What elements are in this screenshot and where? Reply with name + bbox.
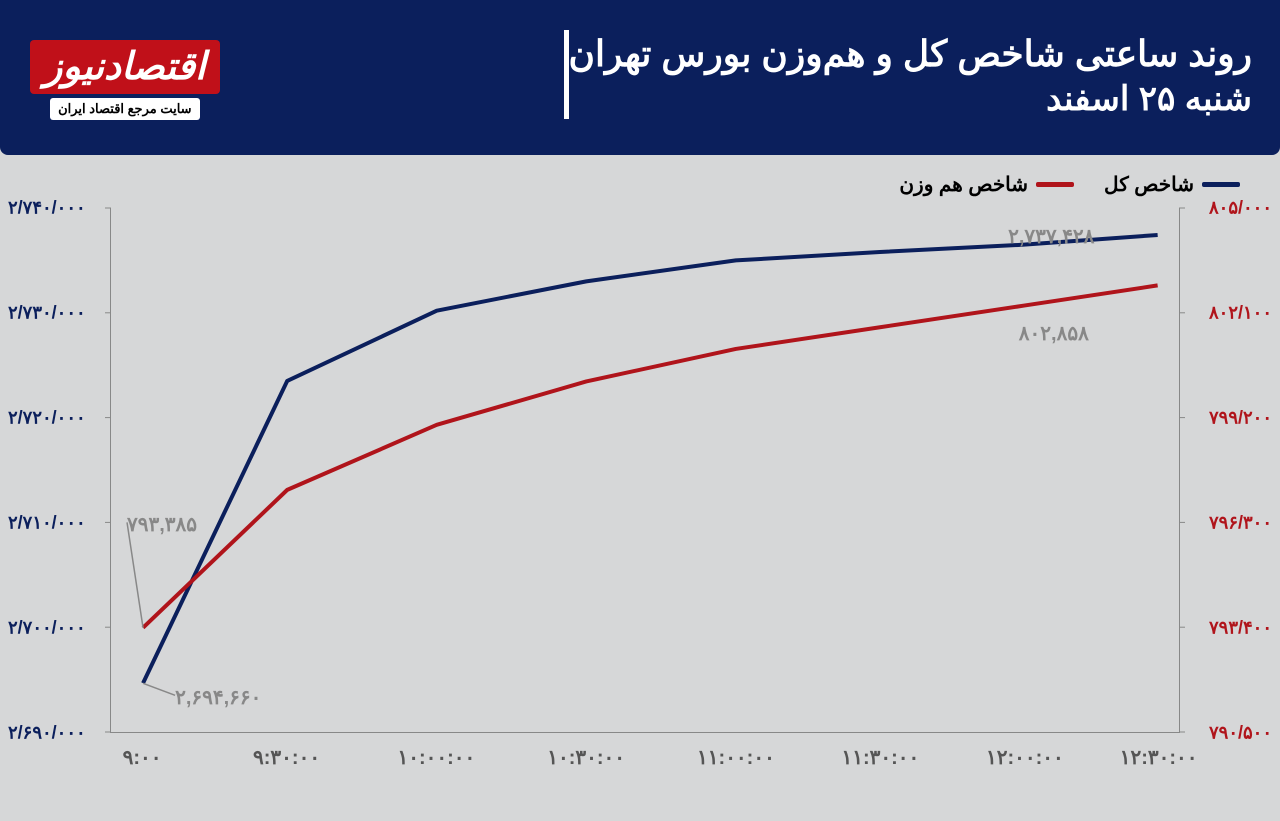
x-tick: ۱۲:۳۰:۰۰ [1120, 745, 1198, 770]
x-tick: ۱۰:۰۰:۰۰ [397, 745, 475, 770]
legend-swatch [1036, 182, 1074, 187]
legend-item-equal: شاخص هم وزن [899, 172, 1074, 197]
y-left-tick: ۲/۷۳۰/۰۰۰ [8, 303, 103, 324]
y-right-tick: ۸۰۲/۱۰۰ [1187, 303, 1272, 324]
y-right-tick: ۸۰۵/۰۰۰ [1187, 198, 1272, 219]
y-left-tick: ۲/۷۴۰/۰۰۰ [8, 198, 103, 219]
y-left-tick: ۲/۷۱۰/۰۰۰ [8, 513, 103, 534]
chart-title-line1: روند ساعتی شاخص کل و هم‌وزن بورس تهران [569, 30, 1252, 79]
series-total_index [143, 235, 1158, 683]
title-accent-bar [564, 30, 569, 119]
header-banner: روند ساعتی شاخص کل و هم‌وزن بورس تهران ش… [0, 0, 1280, 155]
legend-item-total: شاخص کل [1104, 172, 1240, 197]
y-left-tick: ۲/۶۹۰/۰۰۰ [8, 723, 103, 744]
logo-sub: سایت مرجع اقتصاد ایران [50, 98, 200, 120]
x-tick: ۱۲:۰۰:۰۰ [986, 745, 1064, 770]
data-annotation: ۲,۶۹۴,۶۶۰ [175, 685, 261, 710]
data-annotation: ۸۰۲,۸۵۸ [1019, 321, 1089, 346]
data-annotation: ۲,۷۳۷,۴۲۸ [1008, 224, 1094, 249]
x-tick: ۱۰:۳۰:۰۰ [547, 745, 625, 770]
x-tick: ۱۱:۳۰:۰۰ [842, 745, 920, 770]
legend-swatch [1202, 182, 1240, 187]
plot-region: ۲,۶۹۴,۶۶۰ ۷۹۳,۳۸۵ ۲,۷۳۷,۴۲۸ ۸۰۲,۸۵۸ [110, 208, 1180, 733]
chart-lines [111, 208, 1179, 732]
title-block: روند ساعتی شاخص کل و هم‌وزن بورس تهران ش… [546, 30, 1252, 119]
x-tick: ۹:۰۰ [123, 745, 162, 770]
y-right-tick: ۷۹۶/۳۰۰ [1187, 513, 1272, 534]
legend-label: شاخص هم وزن [899, 172, 1028, 197]
source-logo: اقتصادنیوز سایت مرجع اقتصاد ایران [30, 40, 220, 120]
series-equal_weight_index [143, 285, 1158, 627]
x-tick: ۹:۳۰:۰۰ [253, 745, 320, 770]
y-right-tick: ۷۹۹/۲۰۰ [1187, 408, 1272, 429]
x-axis: ۹:۰۰ ۹:۳۰:۰۰ ۱۰:۰۰:۰۰ ۱۰:۳۰:۰۰ ۱۱:۰۰:۰۰ ۱۱:۳۰… [110, 745, 1180, 785]
y-left-tick: ۲/۷۲۰/۰۰۰ [8, 408, 103, 429]
chart-area: ۲/۶۹۰/۰۰۰ ۲/۷۰۰/۰۰۰ ۲/۷۱۰/۰۰۰ ۲/۷۲۰/۰۰۰ ۲/۷۳… [0, 200, 1280, 821]
chart-title-line2: شنبه ۲۵ اسفند [569, 79, 1252, 119]
legend-label: شاخص کل [1104, 172, 1194, 197]
y-axis-right: ۷۹۰/۵۰۰۷۹۳/۴۰۰۷۹۶/۳۰۰۷۹۹/۲۰۰۸۰۲/۱۰۰۸۰۵/۰… [1187, 200, 1272, 740]
y-axis-left: ۲/۶۹۰/۰۰۰۲/۷۰۰/۰۰۰۲/۷۱۰/۰۰۰۲/۷۲۰/۰۰۰۲/۷۳… [8, 200, 103, 740]
y-right-tick: ۷۹۳/۴۰۰ [1187, 618, 1272, 639]
data-annotation: ۷۹۳,۳۸۵ [127, 512, 197, 537]
logo-main: اقتصادنیوز [30, 40, 220, 94]
y-right-tick: ۷۹۰/۵۰۰ [1187, 723, 1272, 744]
y-left-tick: ۲/۷۰۰/۰۰۰ [8, 618, 103, 639]
x-tick: ۱۱:۰۰:۰۰ [697, 745, 775, 770]
chart-legend: شاخص کل شاخص هم وزن [899, 172, 1240, 197]
